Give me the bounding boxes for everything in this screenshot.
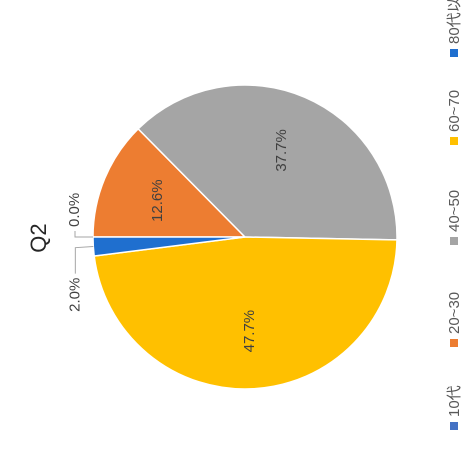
leader-line bbox=[74, 231, 93, 238]
data-label: 47.7% bbox=[241, 310, 258, 353]
pie-slice bbox=[137, 84, 398, 241]
data-label: 2.0% bbox=[66, 278, 83, 312]
data-label: 12.6% bbox=[149, 179, 166, 222]
legend-swatch bbox=[450, 339, 458, 347]
rotated-frame: Q2 0.0% 12.6% 37.7% 47.7% 2.0% 10代 20~30 40~50 6… bbox=[26, 0, 463, 430]
legend-label: 20~30 bbox=[446, 292, 463, 334]
legend-swatch bbox=[450, 49, 458, 57]
legend-swatch bbox=[450, 137, 458, 145]
legend-label: 10代 bbox=[446, 385, 463, 417]
chart-title: Q2 bbox=[26, 223, 51, 252]
pie-slice bbox=[93, 236, 398, 390]
legend-label: 60~70 bbox=[446, 90, 463, 132]
legend-label: 40~50 bbox=[446, 190, 463, 232]
legend-swatch bbox=[450, 237, 458, 245]
data-label: 37.7% bbox=[273, 129, 290, 172]
pie-slice bbox=[92, 127, 247, 238]
leader-line bbox=[74, 246, 94, 274]
legend-swatch bbox=[450, 422, 458, 430]
legend-label: 80代以上 bbox=[446, 0, 463, 44]
data-label: 0.0% bbox=[66, 193, 83, 227]
